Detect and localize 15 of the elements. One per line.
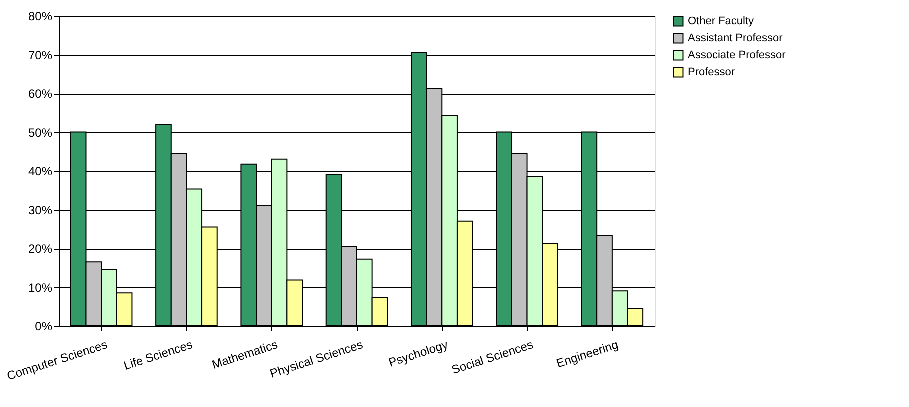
y-tick-label: 50%: [28, 126, 53, 140]
y-tick-label: 70%: [28, 48, 53, 62]
legend-label: Associate Professor: [688, 50, 786, 62]
y-tick-label: 30%: [28, 203, 53, 218]
x-tick-label: Life Sciences: [122, 338, 194, 373]
y-tick-label: 60%: [28, 87, 53, 101]
y-tick-label: 10%: [28, 280, 53, 295]
y-tick-label: 20%: [28, 242, 53, 256]
x-tick-label: Social Sciences: [450, 338, 535, 378]
y-tick-label: 80%: [28, 10, 53, 24]
legend-label: Assistant Professor: [688, 32, 784, 44]
y-tick-label: 40%: [28, 164, 53, 178]
legend-label: Other Faculty: [688, 16, 755, 28]
legend-label: Professor: [688, 66, 736, 78]
y-tick-label: 0%: [35, 320, 53, 334]
